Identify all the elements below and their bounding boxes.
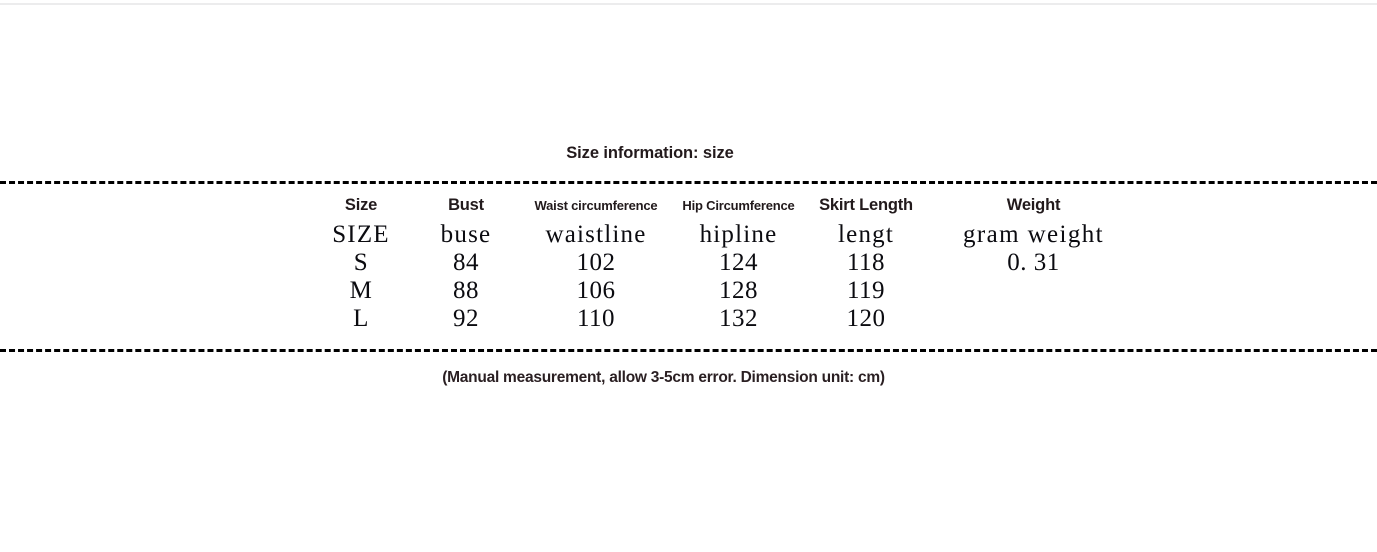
cell-weight xyxy=(926,277,1141,305)
key-bust: buse xyxy=(440,221,492,248)
cell-size: S xyxy=(353,249,369,276)
cell-weight: 0. 31 xyxy=(1007,249,1060,276)
column-header-skirt: Skirt Length xyxy=(819,196,913,214)
cell-size: L xyxy=(353,305,369,332)
column-header-hip: Hip Circumference xyxy=(682,198,795,213)
cell-waist: 106 xyxy=(576,277,616,304)
table-row: S 84 102 124 118 0. 31 xyxy=(311,249,1141,277)
key-waist: waistline xyxy=(545,221,647,248)
cell-waist: 110 xyxy=(576,305,616,332)
key-weight: gram weight xyxy=(962,221,1105,248)
cell-hip: 132 xyxy=(719,305,758,332)
table-header-row: Size Bust Waist circumference Hip Circum… xyxy=(311,196,1141,221)
cell-hip: 124 xyxy=(719,249,758,276)
size-table: Size Bust Waist circumference Hip Circum… xyxy=(311,196,1141,333)
table-row: L 92 110 132 120 xyxy=(311,305,1141,333)
cell-weight xyxy=(926,305,1141,333)
cell-bust: 84 xyxy=(453,249,479,276)
table-key-row: SIZE buse waistline hipline lengt gram w… xyxy=(311,221,1141,249)
column-header-weight: Weight xyxy=(1006,196,1061,214)
table-bottom-dashed-rule xyxy=(0,349,1377,352)
cell-waist: 102 xyxy=(576,249,616,276)
column-header-size: Size xyxy=(344,196,378,214)
cell-skirt: 118 xyxy=(846,249,886,276)
cell-bust: 92 xyxy=(453,305,479,332)
column-header-bust: Bust xyxy=(448,196,484,214)
cell-bust: 88 xyxy=(453,277,479,304)
cell-size: M xyxy=(349,277,373,304)
key-size: SIZE xyxy=(332,221,390,248)
cell-skirt: 120 xyxy=(846,305,886,332)
cell-skirt: 119 xyxy=(846,277,886,304)
measurement-note: (Manual measurement, allow 3-5cm error. … xyxy=(442,369,885,386)
key-hip: hipline xyxy=(699,221,778,248)
column-header-waist: Waist circumference xyxy=(534,198,658,213)
cell-hip: 128 xyxy=(719,277,758,304)
top-divider xyxy=(0,3,1377,5)
table-row: M 88 106 128 119 xyxy=(311,277,1141,305)
key-skirt: lengt xyxy=(838,221,894,248)
page-title: Size information: size xyxy=(566,144,734,162)
table-top-dashed-rule xyxy=(0,181,1377,184)
